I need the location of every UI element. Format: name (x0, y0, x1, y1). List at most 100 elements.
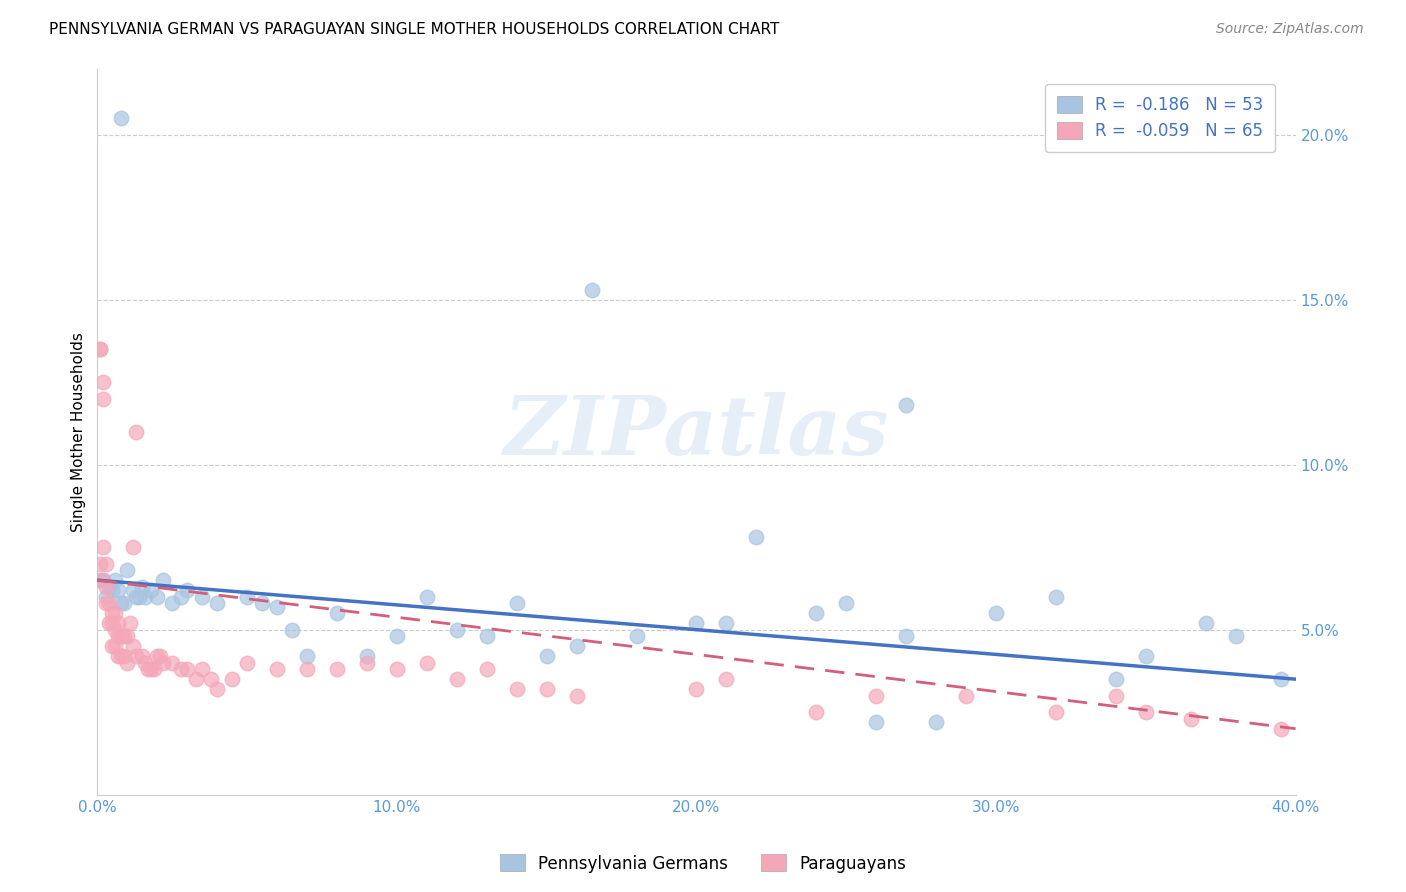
Point (112, 648, 135, 663)
Point (134, 590, 156, 604)
Point (356, 656, 378, 670)
Point (96, 580, 118, 594)
Point (93, 540, 115, 554)
Point (475, 629, 498, 643)
Point (162, 656, 184, 670)
Point (104, 573, 127, 587)
Point (112, 596, 135, 610)
Point (506, 682, 529, 697)
Point (107, 648, 129, 663)
Point (120, 615, 142, 630)
Point (122, 540, 145, 554)
Point (236, 656, 259, 670)
Point (98, 596, 121, 610)
Point (1135, 648, 1157, 663)
Point (104, 606, 127, 620)
Point (221, 672, 243, 686)
Y-axis label: Single Mother Households: Single Mother Households (72, 332, 86, 532)
Point (1270, 672, 1292, 686)
Text: Source: ZipAtlas.com: Source: ZipAtlas.com (1216, 22, 1364, 37)
Text: PENNSYLVANIA GERMAN VS PARAGUAYAN SINGLE MOTHER HOUSEHOLDS CORRELATION CHART: PENNSYLVANIA GERMAN VS PARAGUAYAN SINGLE… (49, 22, 779, 37)
Point (1180, 712, 1202, 726)
Point (101, 615, 124, 630)
Point (281, 623, 304, 637)
Point (101, 639, 124, 653)
Point (865, 715, 887, 730)
Point (925, 715, 948, 730)
Point (475, 662, 498, 676)
Point (122, 582, 145, 597)
Point (98, 580, 121, 594)
Point (446, 623, 468, 637)
Point (326, 606, 349, 620)
Point (93, 573, 115, 587)
Point (385, 662, 408, 676)
Point (955, 689, 977, 703)
Point (110, 629, 132, 643)
Point (1105, 689, 1128, 703)
Point (536, 648, 558, 663)
Point (110, 596, 132, 610)
Point (117, 656, 139, 670)
Point (1105, 672, 1128, 686)
Point (295, 662, 318, 676)
Point (506, 596, 529, 610)
Point (385, 629, 408, 643)
Point (1045, 705, 1067, 719)
Point (110, 648, 132, 663)
Point (134, 656, 156, 670)
Point (581, 283, 603, 297)
Point (1225, 629, 1247, 643)
Point (96, 590, 118, 604)
Point (191, 662, 214, 676)
Point (89, 557, 111, 571)
Point (101, 606, 124, 620)
Point (125, 648, 148, 663)
Point (716, 615, 738, 630)
Point (266, 599, 288, 614)
Point (107, 582, 129, 597)
Point (143, 662, 166, 676)
Point (141, 662, 163, 676)
Point (98, 615, 121, 630)
Legend: R =  -0.186   N = 53, R =  -0.059   N = 65: R = -0.186 N = 53, R = -0.059 N = 65 (1045, 84, 1275, 153)
Point (266, 662, 288, 676)
Point (125, 425, 148, 439)
Point (685, 682, 707, 697)
Point (835, 596, 858, 610)
Point (101, 582, 124, 597)
Point (685, 615, 707, 630)
Point (112, 629, 135, 643)
Point (1195, 615, 1218, 630)
Point (984, 606, 1007, 620)
Point (200, 672, 222, 686)
Point (186, 672, 208, 686)
Point (1270, 722, 1292, 736)
Point (565, 689, 588, 703)
Point (170, 590, 193, 604)
Point (1045, 590, 1067, 604)
Point (136, 662, 159, 676)
Point (152, 573, 174, 587)
Point (176, 662, 198, 676)
Point (536, 682, 558, 697)
Point (104, 623, 127, 637)
Point (146, 590, 169, 604)
Point (93, 392, 115, 406)
Text: ZIPatlas: ZIPatlas (503, 392, 889, 472)
Point (89, 342, 111, 356)
Point (865, 689, 887, 703)
Point (205, 596, 228, 610)
Point (416, 590, 439, 604)
Point (416, 656, 439, 670)
Point (1135, 705, 1157, 719)
Point (565, 639, 588, 653)
Point (326, 662, 349, 676)
Point (93, 573, 115, 587)
Point (128, 590, 150, 604)
Point (806, 606, 828, 620)
Point (894, 629, 917, 643)
Point (117, 629, 139, 643)
Point (149, 648, 172, 663)
Legend: Pennsylvania Germans, Paraguayans: Pennsylvania Germans, Paraguayans (494, 847, 912, 880)
